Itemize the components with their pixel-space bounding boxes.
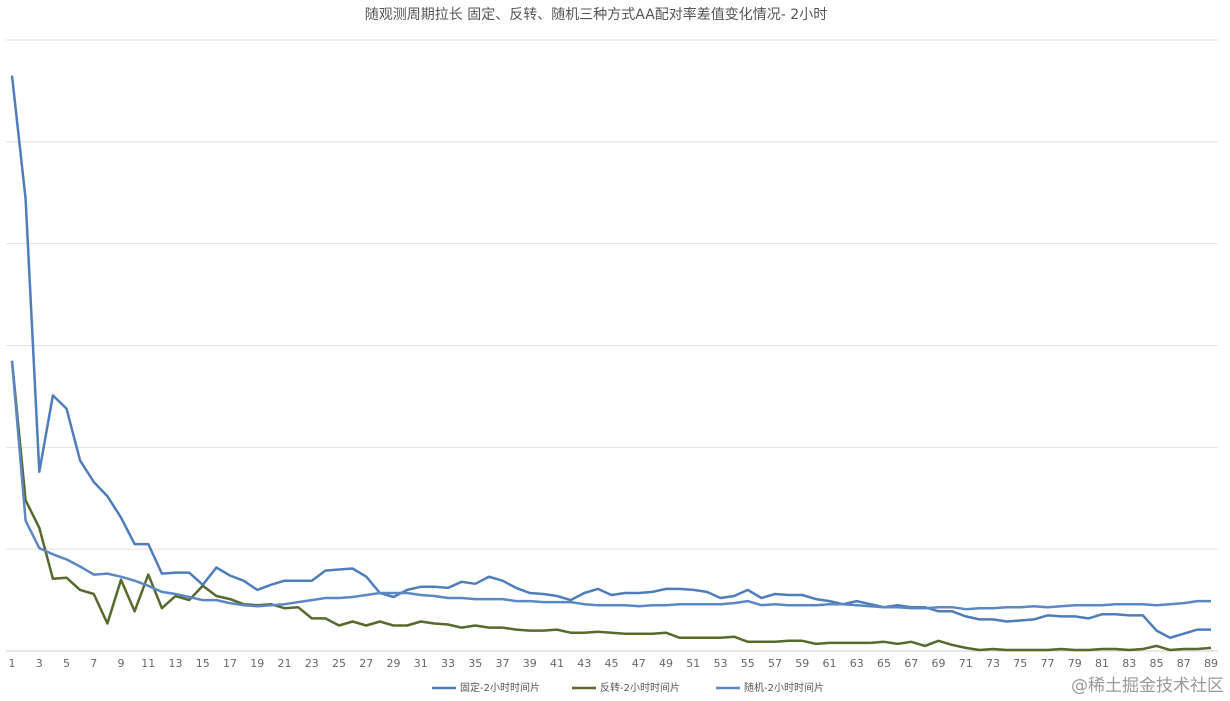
x-tick-label: 23 (305, 657, 319, 670)
series-line (10, 75, 1211, 640)
series-line (10, 360, 1211, 611)
series-line (10, 360, 1212, 652)
x-tick-label: 89 (1204, 657, 1218, 670)
x-tick-label: 71 (959, 657, 973, 670)
x-tick-label: 3 (36, 657, 43, 670)
x-tick-label: 25 (332, 657, 346, 670)
x-tick-label: 5 (63, 657, 70, 670)
x-tick-label: 47 (632, 657, 646, 670)
x-tick-label: 21 (278, 657, 292, 670)
x-tick-label: 65 (877, 657, 891, 670)
x-tick-label: 51 (686, 657, 700, 670)
x-tick-label: 83 (1122, 657, 1136, 670)
legend-label: 固定-2小时时间片 (460, 681, 540, 694)
x-tick-label: 29 (387, 657, 401, 670)
x-tick-label: 49 (659, 657, 673, 670)
x-tick-label: 31 (414, 657, 428, 670)
x-tick-label: 19 (250, 657, 264, 670)
x-tick-label: 1 (9, 657, 16, 670)
x-tick-label: 75 (1013, 657, 1027, 670)
x-tick-label: 15 (196, 657, 210, 670)
x-tick-label: 17 (223, 657, 237, 670)
x-tick-label: 39 (523, 657, 537, 670)
x-tick-label: 7 (90, 657, 97, 670)
x-tick-label: 79 (1068, 657, 1082, 670)
x-tick-label: 77 (1041, 657, 1055, 670)
x-tick-label: 27 (359, 657, 373, 670)
x-tick-label: 59 (795, 657, 809, 670)
legend-label: 反转-2小时时间片 (600, 681, 680, 694)
x-tick-label: 81 (1095, 657, 1109, 670)
x-tick-label: 61 (823, 657, 837, 670)
chart-title: 随观测周期拉长 固定、反转、随机三种方式AA配对率差值变化情况- 2小时 (365, 6, 827, 23)
x-tick-label: 69 (932, 657, 946, 670)
x-tick-label: 37 (496, 657, 510, 670)
x-tick-label: 67 (904, 657, 918, 670)
x-tick-label: 9 (118, 657, 125, 670)
x-tick-label: 13 (169, 657, 183, 670)
watermark: @稀土掘金技术社区 (1071, 676, 1224, 696)
x-tick-label: 63 (850, 657, 864, 670)
x-tick-label: 41 (550, 657, 564, 670)
x-tick-label: 53 (714, 657, 728, 670)
x-tick-label: 33 (441, 657, 455, 670)
x-tick-label: 55 (741, 657, 755, 670)
x-tick-label: 73 (986, 657, 1000, 670)
x-tick-label: 35 (468, 657, 482, 670)
x-tick-label: 87 (1177, 657, 1191, 670)
x-tick-label: 43 (577, 657, 591, 670)
x-tick-label: 57 (768, 657, 782, 670)
x-tick-label: 45 (605, 657, 619, 670)
x-tick-label: 11 (141, 657, 155, 670)
x-tick-label: 85 (1150, 657, 1164, 670)
legend-label: 随机-2小时时间片 (744, 681, 824, 694)
